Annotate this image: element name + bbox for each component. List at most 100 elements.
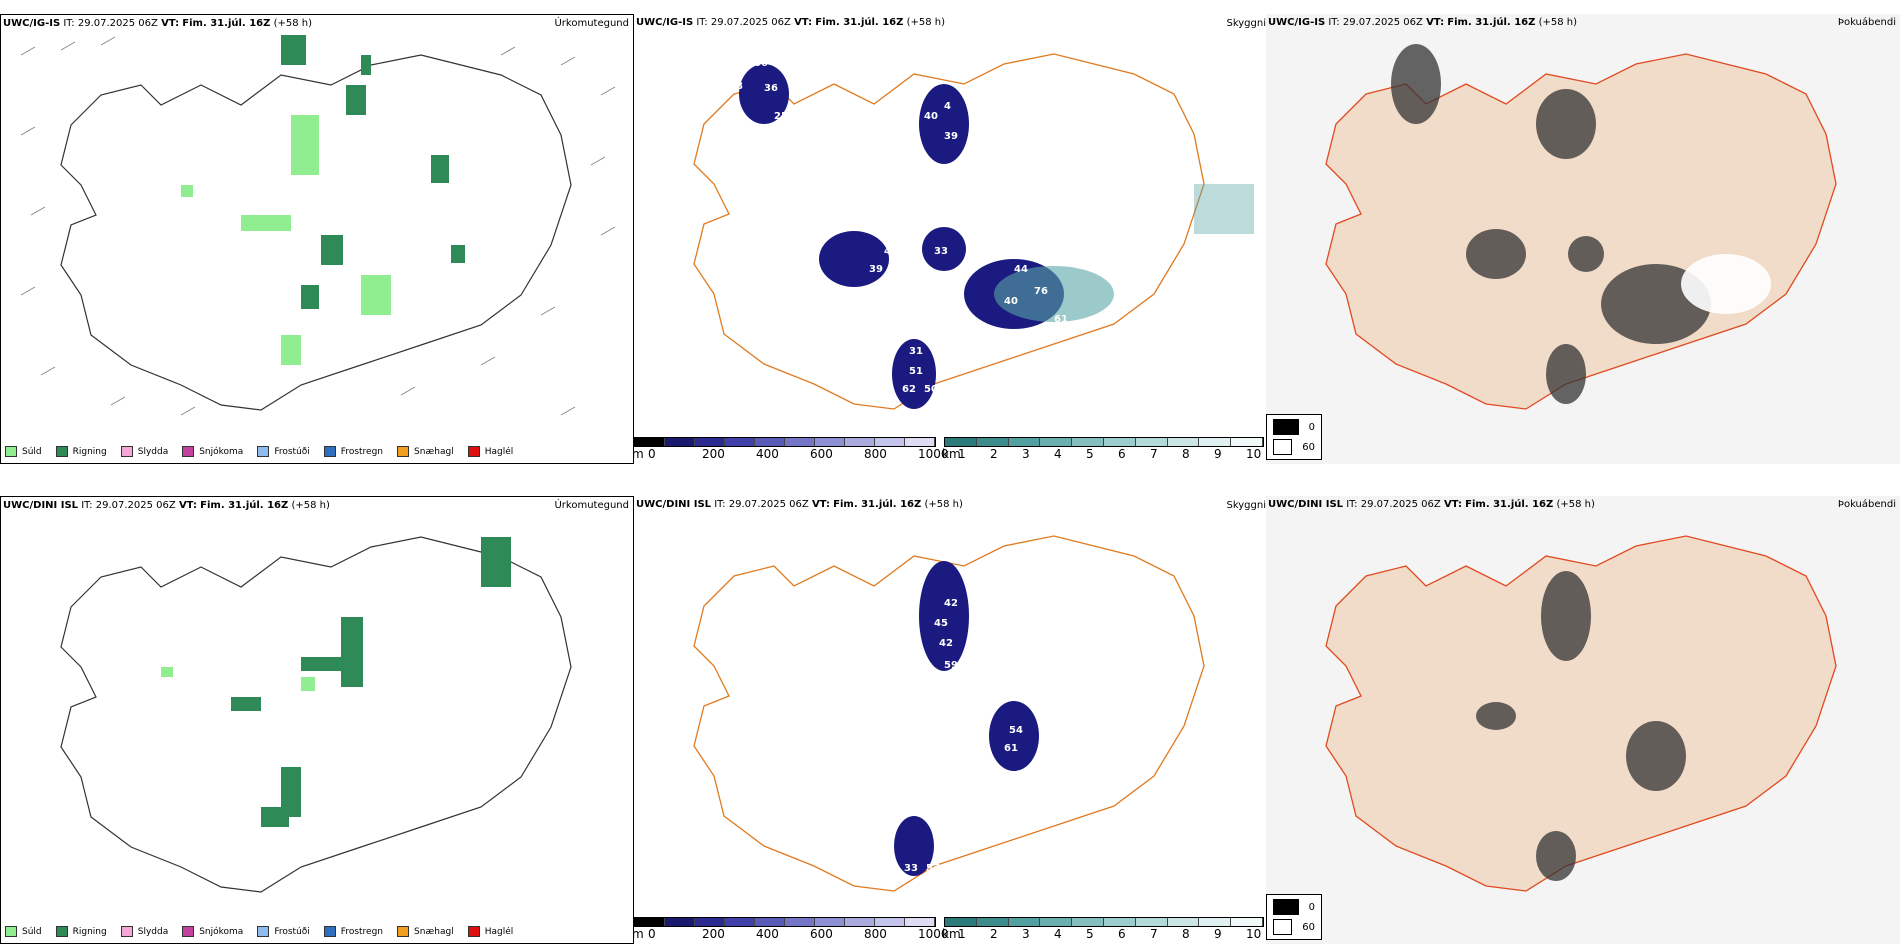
fog-map-1	[1266, 14, 1900, 464]
colorbar-segment	[1072, 918, 1104, 926]
ceiling-colorbar-row2: m 0 200 400 600 800 1000	[632, 917, 949, 941]
colorbar-segment	[785, 438, 815, 446]
cloud-labels-2: 42 45 42 59 54 61 57 103 38 33	[834, 598, 1023, 874]
colorbar-tick: 4	[1054, 447, 1062, 461]
colorbar-tick: 3	[1022, 447, 1030, 461]
cloud-label: 42	[939, 638, 953, 649]
visibility-colorbar-row1: km 1 2 3 4 5 6 7 8 9 10	[942, 437, 1264, 461]
colorbar-segment	[755, 918, 785, 926]
cloud-map-2: 42 45 42 59 54 61 57 103 38 33	[693, 535, 1205, 892]
colorbar-segment	[1167, 438, 1200, 446]
colorbar-tick: 400	[756, 447, 779, 461]
colorbar-segment	[905, 918, 935, 926]
fog-header-2: UWC/DINI ISL IT: 29.07.2025 06Z VT: Fim.…	[1268, 499, 1595, 510]
colorbar-tick: 0	[648, 927, 656, 941]
cloud-labels-1: 66 58 36 25 40 4 39 64 41 39 33 44 76 40…	[729, 58, 1068, 395]
precip-title-1: Úrkomutegund	[554, 18, 629, 29]
iceland-outline	[60, 54, 572, 411]
visibility-colorbar-row2: km 1 2 3 4 5 6 7 8 9 10	[942, 917, 1264, 941]
colorbar-tick: 800	[864, 927, 887, 941]
colorbar-segment	[1008, 438, 1041, 446]
cloud-label: 39	[869, 264, 883, 275]
colorbar-tick: 10	[1246, 927, 1262, 941]
fog-title-1: Þokuábendi	[1837, 17, 1896, 28]
colorbar-tick: 0	[648, 447, 656, 461]
cloud-label: 66	[754, 58, 768, 69]
cloud-header-1: UWC/IG-IS IT: 29.07.2025 06Z VT: Fim. 31…	[636, 17, 945, 28]
colorbar-tick: 2	[990, 927, 998, 941]
cloud-label: 76	[1034, 286, 1048, 297]
colorbar-segment	[665, 438, 695, 446]
cloud-label: 23	[794, 286, 808, 297]
cloud-label: 31	[909, 346, 923, 357]
low-cloud-areas	[894, 561, 1039, 876]
cloud-label: 51	[909, 366, 923, 377]
cloud-label: 8	[1054, 326, 1061, 337]
fog-panel-1: UWC/IG-IS IT: 29.07.2025 06Z VT: Fim. 31…	[1266, 14, 1900, 464]
colorbar-segment	[755, 438, 785, 446]
fog-map-2	[1266, 496, 1900, 944]
colorbar-tick: 9	[1214, 447, 1222, 461]
colorbar-tick: 9	[1214, 927, 1222, 941]
colorbar-segment	[1199, 918, 1232, 926]
drizzle-areas	[181, 115, 391, 365]
cloud-label: 59	[944, 660, 958, 671]
colorbar-segment	[815, 918, 845, 926]
ceiling-colorbar-row1: m 0 200 400 600 800 1000	[632, 437, 949, 461]
cloud-label: 103	[944, 688, 965, 699]
colorbar-tick: 5	[1086, 927, 1094, 941]
precip-map-2	[60, 536, 572, 893]
colorbar-tick: 1000	[918, 927, 949, 941]
cloud-label: 58	[729, 81, 743, 92]
colorbar-segment	[665, 918, 695, 926]
colorbar-segment	[1167, 918, 1200, 926]
cloud-panel-2: 42 45 42 59 54 61 57 103 38 33 UWC/DINI …	[634, 496, 1266, 944]
cloud-label: 54	[1009, 725, 1023, 736]
colorbar-segment	[976, 918, 1009, 926]
fog-legend-2: 0 60	[1266, 894, 1322, 940]
colorbar-segment	[945, 438, 977, 446]
wind-barbs	[20, 36, 616, 416]
colorbar-segment	[725, 918, 755, 926]
rain-areas	[231, 537, 511, 827]
cloud-label: 45	[934, 618, 948, 629]
colorbar-segment	[1231, 918, 1263, 926]
cloud-label: 57	[926, 863, 940, 874]
cloud-label: 25	[774, 111, 788, 122]
colorbar-segment	[1199, 438, 1232, 446]
fog-title-2: Þokuábendi	[1837, 499, 1896, 510]
colorbar-segment	[845, 438, 875, 446]
drizzle-areas	[161, 667, 315, 691]
cloud-label: 38	[834, 703, 848, 714]
colorbar-segment	[1231, 438, 1263, 446]
colorbar-segment	[1040, 918, 1073, 926]
colorbar-unit: km	[942, 927, 961, 941]
colorbar-segment	[725, 438, 755, 446]
colorbar-tick: 600	[810, 927, 833, 941]
colorbar-segment	[1008, 918, 1041, 926]
colorbar-tick: 10	[1246, 447, 1262, 461]
colorbar-tick: 1	[958, 447, 966, 461]
colorbar-segment	[845, 918, 875, 926]
cloud-label: 61	[1004, 743, 1018, 754]
cloud-label: 40	[1004, 296, 1018, 307]
colorbar-tick: 2	[990, 447, 998, 461]
fog-areas	[1476, 571, 1686, 881]
cloud-label: 4	[944, 101, 951, 112]
colorbar-tick: 3	[1022, 927, 1030, 941]
colorbar-segment	[635, 438, 665, 446]
colorbar-tick: 6	[1118, 447, 1126, 461]
colorbar-segment	[785, 918, 815, 926]
colorbar-segment	[875, 438, 905, 446]
colorbar-tick: 1	[958, 927, 966, 941]
cloud-label: 62	[902, 384, 916, 395]
colorbar-tick: 8	[1182, 927, 1190, 941]
cloud-label: 44	[1014, 264, 1028, 275]
colorbar-tick: 600	[810, 447, 833, 461]
precip-legend-2: Súld Rigning Slydda Snjókoma Frostúði Fr…	[5, 926, 527, 937]
cloud-label: 42	[944, 598, 958, 609]
colorbar-segment	[1103, 918, 1136, 926]
cloud-panel-1: 66 58 36 25 40 4 39 64 41 39 33 44 76 40…	[634, 14, 1266, 464]
cloud-label: 33	[904, 863, 918, 874]
colorbar-tick: 8	[1182, 447, 1190, 461]
